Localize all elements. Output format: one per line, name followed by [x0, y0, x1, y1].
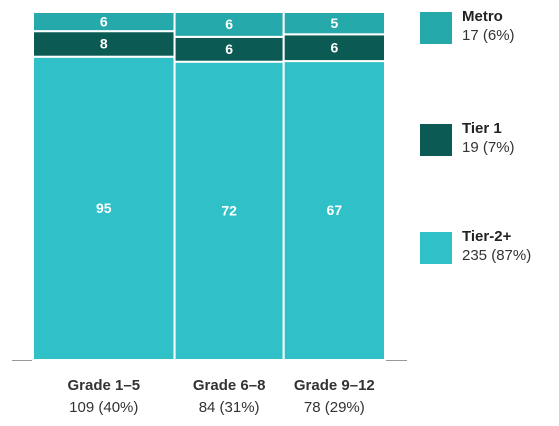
legend-swatch — [420, 232, 452, 264]
segment — [282, 33, 386, 63]
segment-label: 8 — [100, 36, 108, 52]
segment-label: 5 — [330, 15, 338, 31]
legend-value: 19 (7%) — [462, 139, 515, 156]
segment-label: 72 — [221, 203, 237, 219]
segment — [282, 60, 386, 361]
legend-value: 17 (6%) — [462, 27, 515, 44]
segment-label: 6 — [225, 41, 233, 57]
category-total: 109 (40%) — [69, 399, 138, 416]
segment-label: 6 — [100, 13, 108, 29]
legend-value: 235 (87%) — [462, 247, 531, 264]
category-label: Grade 6–8 — [193, 377, 266, 394]
legend-name: Tier-2+ — [462, 228, 512, 245]
category-total: 84 (31%) — [199, 399, 260, 416]
category-label: Grade 1–5 — [68, 377, 141, 394]
category-label: Grade 9–12 — [294, 377, 375, 394]
segment — [282, 11, 386, 36]
segment-label: 95 — [96, 200, 112, 216]
segment — [32, 30, 176, 58]
category-total: 78 (29%) — [304, 399, 365, 416]
legend-swatch — [420, 12, 452, 44]
segment-label: 67 — [327, 202, 343, 218]
legend-swatch — [420, 124, 452, 156]
segment-label: 6 — [225, 16, 233, 32]
legend-name: Metro — [462, 8, 503, 25]
segment — [173, 60, 285, 361]
segment-label: 6 — [330, 39, 338, 55]
segment — [32, 55, 176, 362]
legend-name: Tier 1 — [462, 120, 502, 137]
segment — [173, 35, 285, 63]
